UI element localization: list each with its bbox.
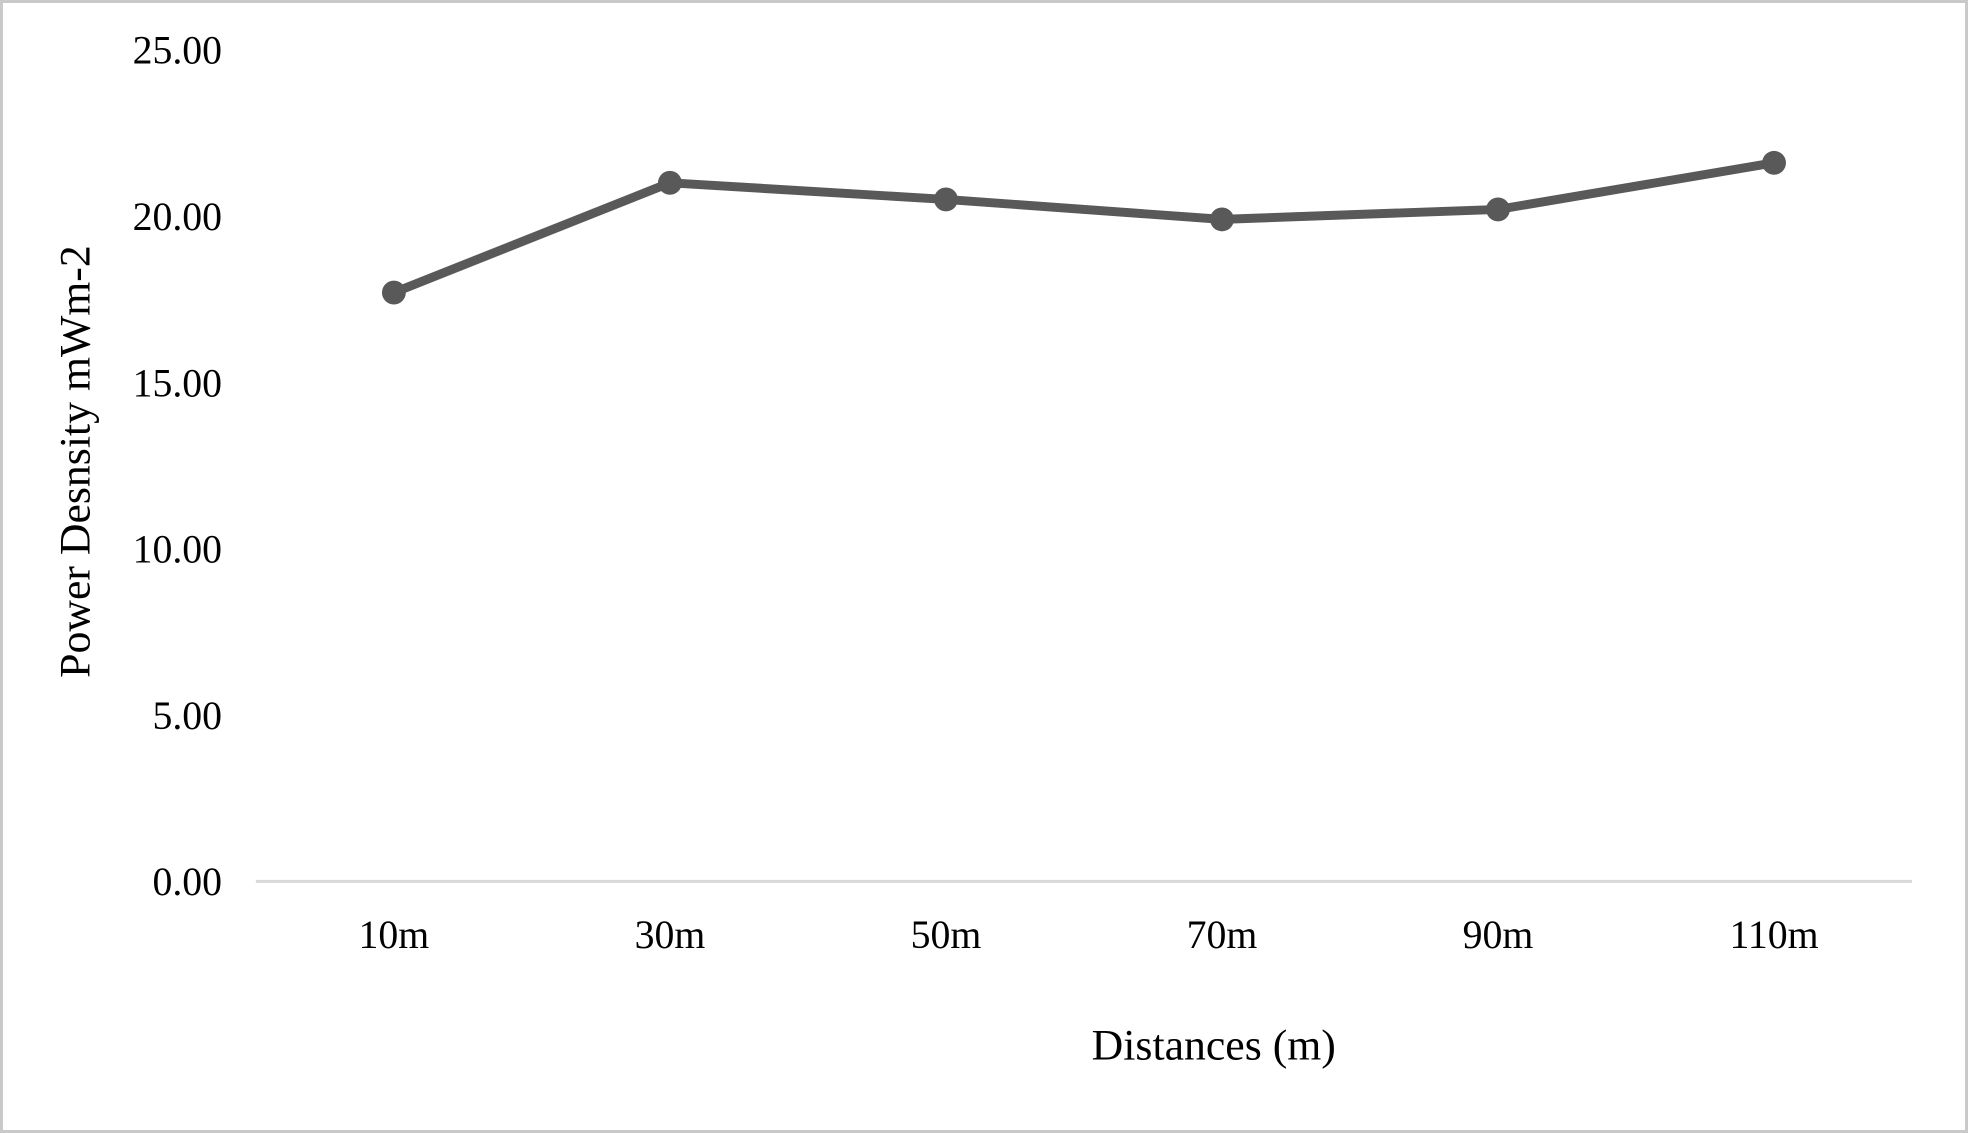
- y-tick-label: 20.00: [133, 195, 222, 239]
- x-tick-label: 90m: [1463, 913, 1534, 957]
- x-tick-label: 10m: [359, 913, 430, 957]
- data-point-marker: [381, 280, 406, 305]
- y-tick-label: 10.00: [133, 528, 222, 572]
- y-tick-label: 5.00: [152, 694, 222, 738]
- x-tick-label: 70m: [1187, 913, 1258, 957]
- y-axis-tick-labels: 0.00 5.00 10.00 15.00 20.00 25.00: [133, 29, 222, 905]
- y-tick-label: 15.00: [133, 361, 222, 405]
- x-axis-title: Distances (m): [1092, 1021, 1336, 1069]
- x-axis-tick-labels: 10m 30m 50m 70m 90m 110m: [359, 913, 1819, 957]
- x-tick-label: 50m: [911, 913, 982, 957]
- line-chart: 0.00 5.00 10.00 15.00 20.00 25.00 10m 30m 50m 70…: [52, 29, 1913, 1069]
- data-point-marker: [1210, 207, 1234, 232]
- series-markers: [381, 150, 1786, 305]
- data-point-marker: [1762, 150, 1786, 175]
- x-tick-label: 110m: [1729, 913, 1818, 957]
- x-tick-label: 30m: [635, 913, 706, 957]
- data-point-marker: [657, 170, 682, 195]
- y-axis-title: Power Desnsity mWm-2: [52, 245, 100, 678]
- data-point-marker: [1486, 197, 1510, 222]
- y-tick-label: 25.00: [133, 29, 222, 73]
- series-line: [389, 158, 1779, 298]
- data-point-marker: [934, 187, 958, 212]
- y-tick-label: 0.00: [152, 860, 222, 904]
